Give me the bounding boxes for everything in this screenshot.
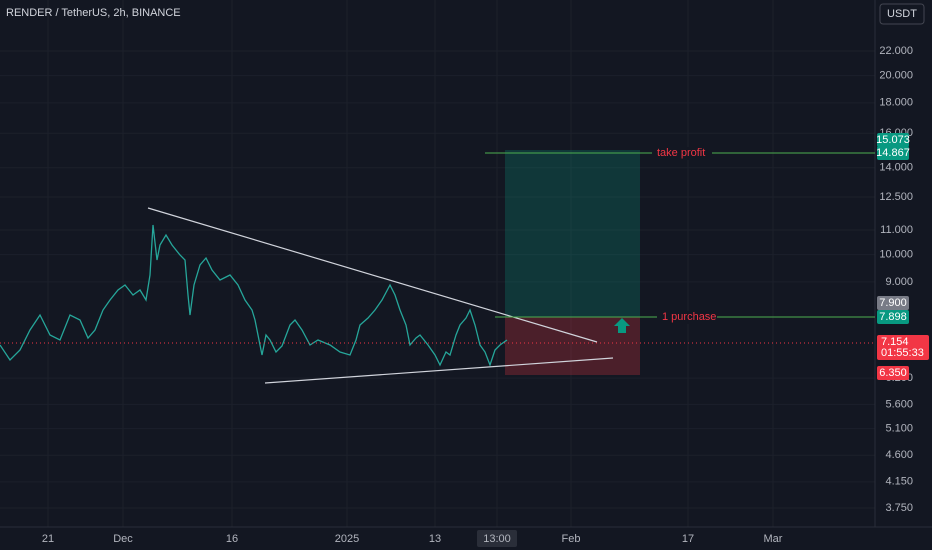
price-tag bbox=[877, 335, 929, 360]
price-tag-label: 7.900 bbox=[879, 297, 907, 309]
price-path bbox=[0, 224, 508, 367]
label-bg bbox=[652, 147, 712, 160]
price-label: 12.500 bbox=[879, 191, 913, 203]
price-tag bbox=[877, 366, 909, 380]
time-label: 17 bbox=[682, 533, 694, 545]
buy-arrow bbox=[614, 318, 630, 333]
price-tag bbox=[877, 296, 909, 310]
price-axis: 22.00020.00018.00016.00014.00012.50011.0… bbox=[879, 45, 913, 514]
price-tag-label: 15.073 bbox=[876, 134, 910, 146]
price-label: 11.000 bbox=[880, 224, 913, 236]
price-label: 20.000 bbox=[879, 70, 913, 82]
annotation: 1 purchase bbox=[662, 311, 716, 323]
price-tag-label: 6.350 bbox=[879, 367, 907, 379]
trendline[interactable] bbox=[147, 207, 598, 343]
price-label: 18.000 bbox=[879, 97, 913, 109]
time-axis: 21 Dec 16 2025 13 13:00 Feb 17 Mar bbox=[42, 530, 783, 547]
grid bbox=[0, 0, 875, 527]
time-label: 21 bbox=[42, 533, 54, 545]
currency-button[interactable] bbox=[879, 3, 925, 25]
time-label: 2025 bbox=[335, 533, 359, 545]
label-bg bbox=[657, 311, 717, 324]
price-label: 5.600 bbox=[885, 398, 913, 410]
price-label: 14.000 bbox=[879, 162, 913, 174]
countdown-label: 01:55:33 bbox=[881, 347, 924, 359]
price-label: 4.600 bbox=[885, 449, 913, 461]
price-tag-label: 14.867 bbox=[876, 147, 910, 159]
time-label: 13:00 bbox=[483, 533, 511, 545]
symbol-title: RENDER / TetherUS, 2h, BINANCE bbox=[6, 7, 181, 19]
price-label: 22.000 bbox=[879, 45, 913, 57]
price-tag bbox=[877, 310, 909, 324]
currency-label: USDT bbox=[887, 8, 917, 20]
loss-zone[interactable] bbox=[505, 317, 640, 375]
price-tag bbox=[877, 133, 909, 147]
annotation: take profit bbox=[657, 147, 705, 159]
time-label: 13 bbox=[429, 533, 441, 545]
time-label: Feb bbox=[562, 533, 581, 545]
profit-zone[interactable] bbox=[505, 150, 640, 317]
price-label: 4.150 bbox=[885, 476, 913, 488]
time-label: 16 bbox=[226, 533, 238, 545]
time-label: Mar bbox=[764, 533, 783, 545]
time-label: Dec bbox=[113, 533, 133, 545]
price-label: 9.000 bbox=[885, 276, 913, 288]
price-label: 10.000 bbox=[879, 249, 913, 261]
price-tag bbox=[877, 146, 909, 160]
price-label: 3.750 bbox=[885, 502, 913, 514]
price-label: 5.100 bbox=[885, 422, 913, 434]
trendline[interactable] bbox=[264, 357, 614, 384]
time-cursor-box bbox=[477, 530, 517, 547]
price-tag-label: 7.154 bbox=[881, 336, 909, 348]
price-tag-label: 7.898 bbox=[879, 311, 907, 323]
